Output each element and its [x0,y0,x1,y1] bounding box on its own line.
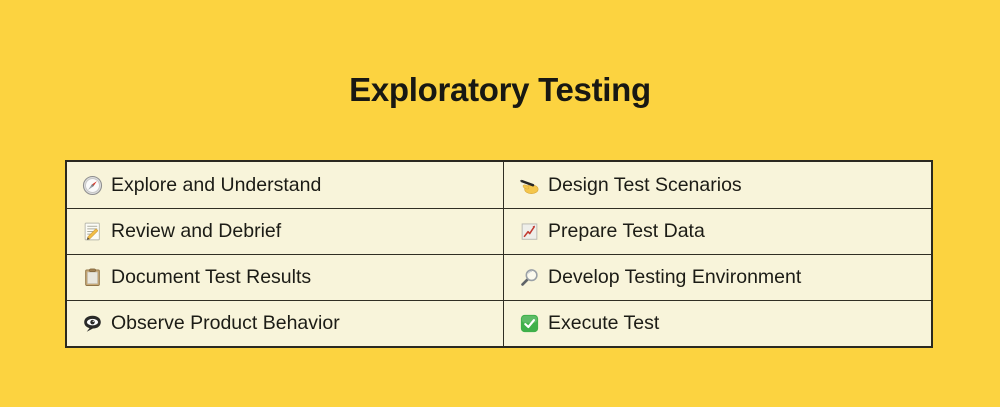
writing-hand-icon [519,179,539,194]
cell-label: Document Test Results [111,266,312,288]
cell-execute-test: Execute Test [503,300,931,346]
cell-develop-testing-environment: Develop Testing Environment [503,254,931,300]
cell-label: Observe Product Behavior [111,312,340,334]
compass-icon [82,175,103,195]
cell-label: Prepare Test Data [548,220,705,242]
cell-design-test-scenarios: Design Test Scenarios [503,162,931,208]
clipboard-icon [85,268,100,286]
cell-prepare-test-data: Prepare Test Data [503,208,931,254]
cell-label: Execute Test [548,312,660,334]
process-table: Explore and Understand Design Test Scena… [65,160,933,348]
cell-label: Review and Debrief [111,220,282,242]
check-mark-button-icon [520,314,539,333]
eye-in-speech-bubble-icon [84,315,101,332]
memo-icon [84,222,100,241]
chart-increasing-icon [521,223,538,240]
magnifying-glass-icon [521,269,538,286]
cell-label: Design Test Scenarios [548,173,742,196]
cell-label: Develop Testing Environment [548,266,802,288]
cell-explore-and-understand: Explore and Understand [67,162,503,208]
page-title: Exploratory Testing [349,71,651,109]
cell-observe-product-behavior: Observe Product Behavior [67,300,503,346]
cell-document-test-results: Document Test Results [67,254,503,300]
cell-label: Explore and Understand [111,173,322,196]
cell-review-and-debrief: Review and Debrief [67,208,503,254]
